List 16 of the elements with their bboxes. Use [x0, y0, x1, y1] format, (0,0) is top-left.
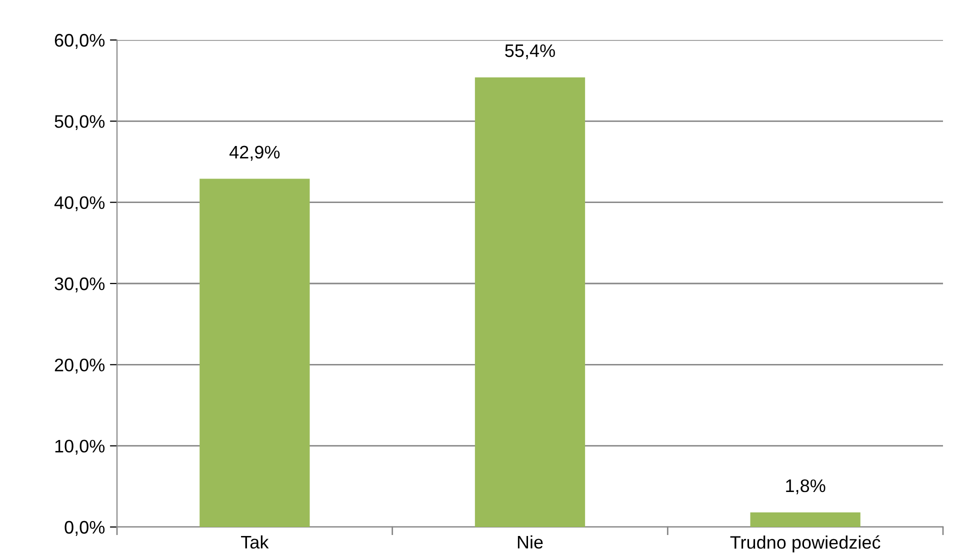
y-tick-label: 40,0%: [54, 196, 105, 212]
y-tick-label: 50,0%: [54, 115, 105, 130]
x-tick-label: Nie: [518, 535, 543, 549]
x-tick-label: Tak: [241, 535, 269, 549]
y-tick-label: 0,0%: [64, 520, 105, 536]
y-tick-label: 60,0%: [54, 34, 105, 49]
y-tick-label: 30,0%: [54, 277, 105, 292]
y-tick-label: 20,0%: [54, 358, 105, 374]
x-tick-label: Trudno powiedzieć: [730, 535, 880, 552]
bar: [474, 77, 586, 527]
bar: [750, 512, 860, 527]
data-label: 42,9%: [229, 146, 280, 161]
y-tick-label: 10,0%: [55, 440, 105, 455]
bar: [200, 178, 310, 527]
data-label: 1,8%: [786, 479, 826, 494]
data-label: 55,4%: [505, 44, 555, 60]
